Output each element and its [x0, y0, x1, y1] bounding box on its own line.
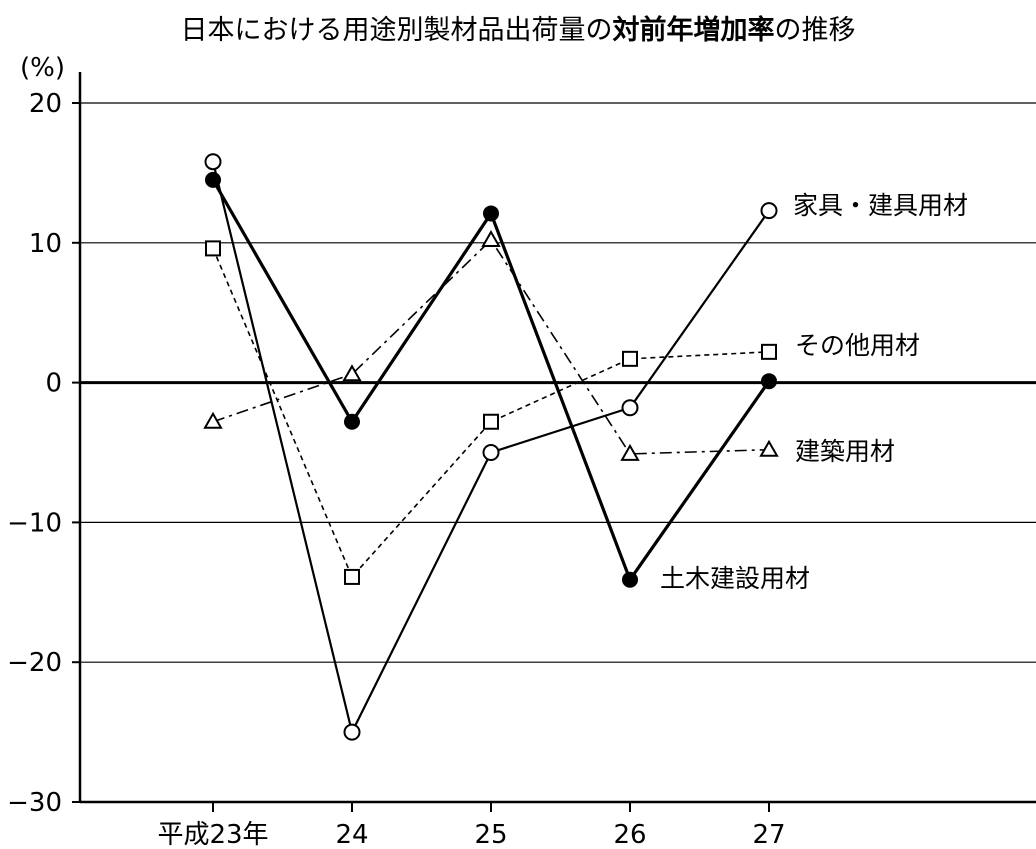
data-point [622, 350, 638, 367]
y-tick-label: 10 [29, 229, 62, 259]
x-tick-label: 27 [752, 820, 785, 849]
x-tick-label: 24 [335, 820, 368, 849]
y-tick-label: −10 [7, 508, 62, 538]
data-point [205, 240, 221, 257]
chart-title: 日本における用途別製材品出荷量の対前年増加率の推移 [0, 8, 1036, 47]
chart-title-pre: 日本における用途別製材品出荷量の [180, 15, 613, 46]
y-tick-label: −20 [7, 648, 62, 678]
data-point [761, 343, 777, 360]
data-point [481, 229, 501, 248]
axes [72, 72, 1036, 812]
labels: 20 10 0 −10 −20 −30 (%) 平成23年 24 25 26 27 家具・建具用材その他… [7, 53, 968, 849]
x-tick-label: 25 [474, 820, 507, 849]
grid-lines [80, 102, 1036, 663]
data-point [204, 153, 222, 171]
data-point [621, 399, 639, 417]
data-point [620, 443, 640, 461]
series-label: 土木建設用材 [660, 564, 810, 593]
chart-title-post: の推移 [774, 15, 856, 46]
data-point [482, 444, 500, 461]
series-line [212, 248, 770, 578]
x-tick-label: 平成23年 [157, 820, 268, 849]
y-tick-label: 0 [45, 369, 62, 399]
data-point [483, 205, 499, 222]
data-point [622, 571, 638, 588]
series-label: その他用材 [795, 331, 920, 360]
data-point [760, 202, 778, 220]
data-point [761, 373, 777, 390]
data-point [344, 568, 360, 585]
data-point [203, 411, 223, 429]
y-tick-label: 20 [29, 89, 62, 119]
series-label: 家具・建具用材 [793, 191, 968, 220]
x-tick-label: 26 [613, 820, 646, 849]
y-tick-label: −30 [7, 788, 62, 818]
data-point [759, 439, 779, 457]
data-point [343, 723, 361, 741]
data-point [205, 171, 221, 188]
y-unit-label: (%) [20, 53, 65, 83]
data-point [344, 413, 360, 430]
chart-title-bold: 対前年増加率 [612, 15, 775, 46]
series-label: 建築用材 [795, 437, 895, 466]
data-point [483, 413, 499, 430]
series-markers [203, 153, 779, 741]
data-point [342, 364, 362, 382]
